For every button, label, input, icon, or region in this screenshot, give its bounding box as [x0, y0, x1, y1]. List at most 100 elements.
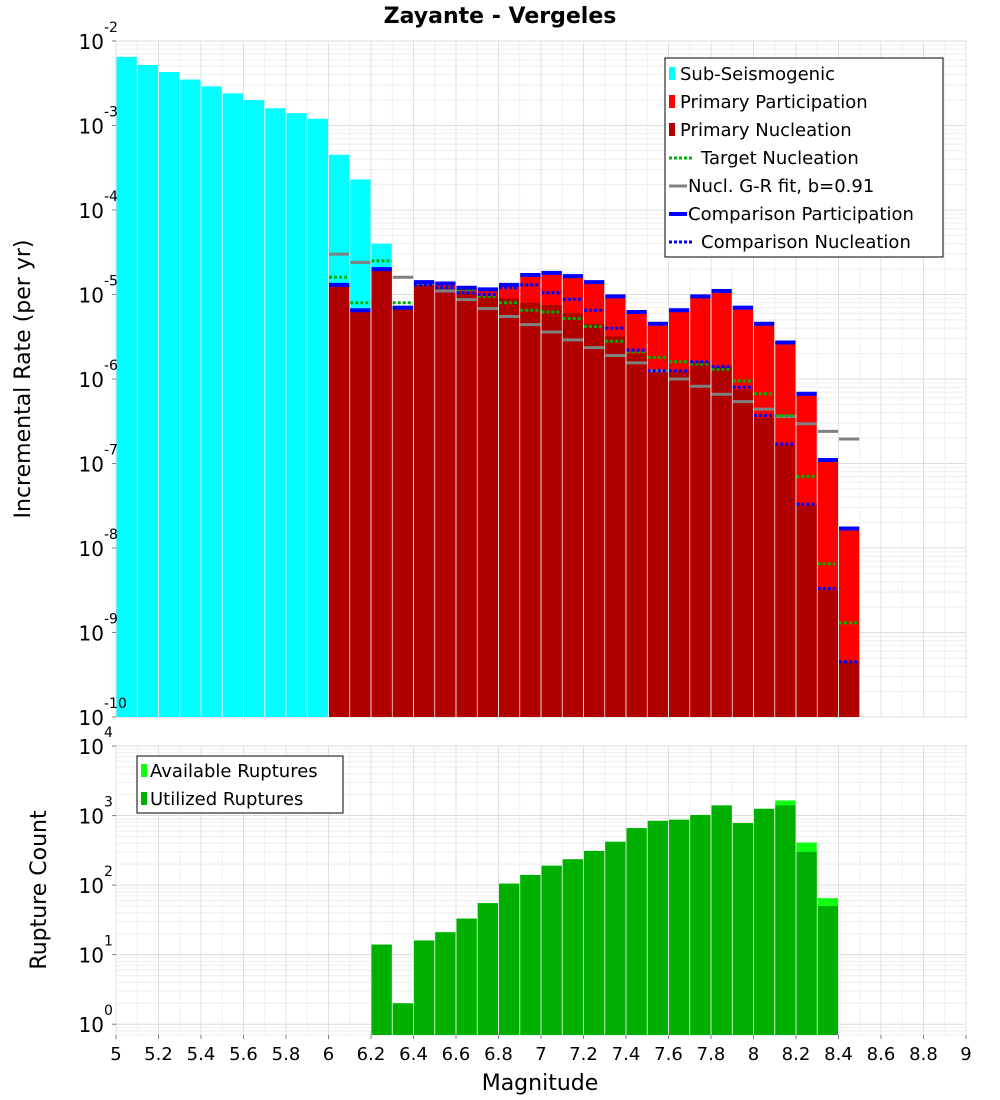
x-tick-label: 8.4: [824, 1044, 853, 1065]
y-tick-exponent: -7: [104, 443, 118, 459]
primary-nucleation-bar: [350, 310, 371, 717]
primary-nucleation-bar: [732, 389, 753, 717]
primary-nucleation-bar: [541, 305, 562, 717]
legend-label-target-nucleation: Target Nucleation: [700, 148, 859, 169]
bottom-y-axis-label: Rupture Count: [27, 810, 52, 970]
legend-swatch-primary-participation: [669, 95, 675, 108]
legend-label-sub-seismogenic: Sub-Seismogenic: [680, 64, 835, 85]
primary-nucleation-bar: [477, 296, 498, 717]
legend-swatch-available: [141, 764, 147, 777]
comparison-nucleation-series: [329, 267, 860, 664]
primary-nucleation-bar: [456, 292, 477, 717]
primary-nucleation-bar: [584, 323, 605, 717]
y-tick-base: 10: [79, 115, 104, 139]
top-legend: Sub-Seismogenic Primary Participation Pr…: [664, 57, 944, 258]
primary-nucleation-bar: [796, 505, 817, 717]
top-legend-box: [664, 57, 944, 258]
legend-label-comparison-nucleation: Comparison Nucleation: [701, 232, 911, 253]
primary-nucleation-bar: [392, 307, 413, 717]
y-tick-base: 10: [79, 537, 104, 561]
x-axis: 5 5.2 5.4 5.6 5.8 6 6.2 6.4 6.6 6.8 7 7.2 7.4 7.6 7.8 8…: [110, 1035, 972, 1065]
utilized-ruptures-bar: [414, 940, 435, 1035]
x-axis-label: Magnitude: [482, 1071, 599, 1096]
y-tick-base: 10: [79, 284, 104, 308]
x-tick-label: 6.2: [357, 1044, 386, 1065]
utilized-ruptures-bar: [456, 918, 477, 1035]
legend-label-gr-fit: Nucl. G-R fit, b=0.91: [688, 176, 874, 197]
y-tick-exponent: 3: [104, 795, 113, 811]
y-tick-base: 10: [79, 805, 104, 829]
x-tick-label: 7.8: [697, 1044, 726, 1065]
comparison-participation-series: [329, 267, 860, 531]
legend-label-available: Available Ruptures: [150, 761, 318, 782]
y-tick-base: 10: [79, 199, 104, 223]
y-tick-exponent: -9: [104, 612, 118, 628]
x-tick-label: 6.4: [399, 1044, 428, 1065]
primary-nucleation-bar: [520, 302, 541, 717]
primary-nucleation-bar: [669, 370, 690, 717]
x-tick-label: 9: [960, 1044, 971, 1065]
x-tick-label: 7.6: [654, 1044, 683, 1065]
primary-nucleation-bar: [414, 284, 435, 717]
utilized-ruptures-bar: [690, 814, 711, 1035]
y-tick-base: 10: [79, 706, 104, 730]
legend-label-primary-nucleation: Primary Nucleation: [680, 120, 852, 141]
utilized-ruptures-bar: [711, 805, 732, 1035]
y-tick-exponent: -4: [104, 189, 118, 205]
sub-seismogenic-bar: [222, 93, 243, 718]
utilized-ruptures-bar: [775, 805, 796, 1035]
primary-nucleation-bar: [690, 361, 711, 717]
utilized-ruptures-bar: [477, 903, 498, 1035]
bottom-legend-box: [136, 755, 344, 814]
x-tick-label: 7.2: [569, 1044, 598, 1065]
primary-nucleation-bar: [839, 661, 860, 717]
sub-seismogenic-bar: [159, 71, 180, 717]
y-tick-base: 10: [79, 735, 104, 759]
y-tick-exponent: -8: [104, 527, 118, 543]
x-tick-label: 8: [748, 1044, 759, 1065]
utilized-ruptures-bar: [647, 820, 668, 1035]
utilized-ruptures-bar: [669, 819, 690, 1035]
sub-seismogenic-bar: [180, 79, 201, 718]
utilized-ruptures-bar: [371, 944, 392, 1035]
y-tick-base: 10: [79, 368, 104, 392]
legend-label-primary-participation: Primary Participation: [680, 92, 868, 113]
utilized-ruptures-bar: [626, 828, 647, 1035]
x-tick-label: 8.2: [782, 1044, 811, 1065]
y-tick-exponent: 4: [104, 725, 113, 741]
legend-swatch-sub-seismogenic: [669, 67, 675, 80]
x-tick-label: 7.4: [612, 1044, 641, 1065]
legend-swatch-utilized: [141, 792, 147, 805]
primary-nucleation-bar: [711, 366, 732, 717]
utilized-ruptures-bar: [796, 851, 817, 1035]
primary-nucleation-bar: [499, 298, 520, 717]
x-tick-label: 6.6: [442, 1044, 471, 1065]
utilized-ruptures-bar: [605, 841, 626, 1035]
utilized-ruptures-series: [371, 805, 838, 1035]
utilized-ruptures-bar: [817, 906, 838, 1035]
legend-label-comparison-participation: Comparison Participation: [688, 204, 914, 225]
y-tick-exponent: 2: [104, 864, 113, 880]
x-tick-label: 5.8: [272, 1044, 301, 1065]
utilized-ruptures-bar: [562, 859, 583, 1035]
y-tick-exponent: 1: [104, 934, 113, 950]
y-tick-base: 10: [79, 1013, 104, 1037]
legend-swatch-primary-nucleation: [669, 123, 675, 136]
primary-nucleation-bar: [605, 336, 626, 717]
x-tick-label: 6.8: [484, 1044, 513, 1065]
sub-seismogenic-bar: [265, 108, 286, 718]
utilized-ruptures-bar: [541, 865, 562, 1035]
x-tick-label: 6: [323, 1044, 334, 1065]
utilized-ruptures-bar: [392, 1003, 413, 1035]
x-tick-label: 8.8: [909, 1044, 938, 1065]
y-tick-base: 10: [79, 30, 104, 54]
y-tick-base: 10: [79, 453, 104, 477]
x-tick-label: 5.4: [187, 1044, 216, 1065]
primary-nucleation-bar: [562, 313, 583, 717]
utilized-ruptures-bar: [499, 883, 520, 1035]
utilized-ruptures-bar: [520, 874, 541, 1035]
y-tick-exponent: -3: [104, 105, 118, 121]
